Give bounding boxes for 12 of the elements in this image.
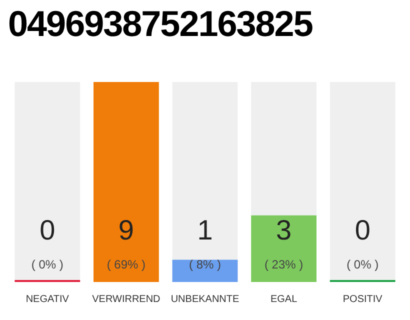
x-tick-label: NEGATIV xyxy=(26,294,70,305)
x-tick-label: POSITIV xyxy=(342,294,383,305)
chart-title: 0496938752163825 xyxy=(8,3,314,46)
x-tick-label: VERWIRREND xyxy=(92,294,160,305)
bar xyxy=(172,260,238,282)
data-label: 9 ( 69% ) xyxy=(106,214,146,272)
data-label: 3 ( 23% ) xyxy=(264,214,304,272)
x-tick-label: EGAL xyxy=(270,294,298,305)
x-tick-label: UNBEKANNTE xyxy=(170,294,240,305)
data-label: 0 ( 0% ) xyxy=(31,214,64,272)
data-label: 0 ( 0% ) xyxy=(346,214,379,272)
data-label: 1 ( 8% ) xyxy=(188,214,222,272)
